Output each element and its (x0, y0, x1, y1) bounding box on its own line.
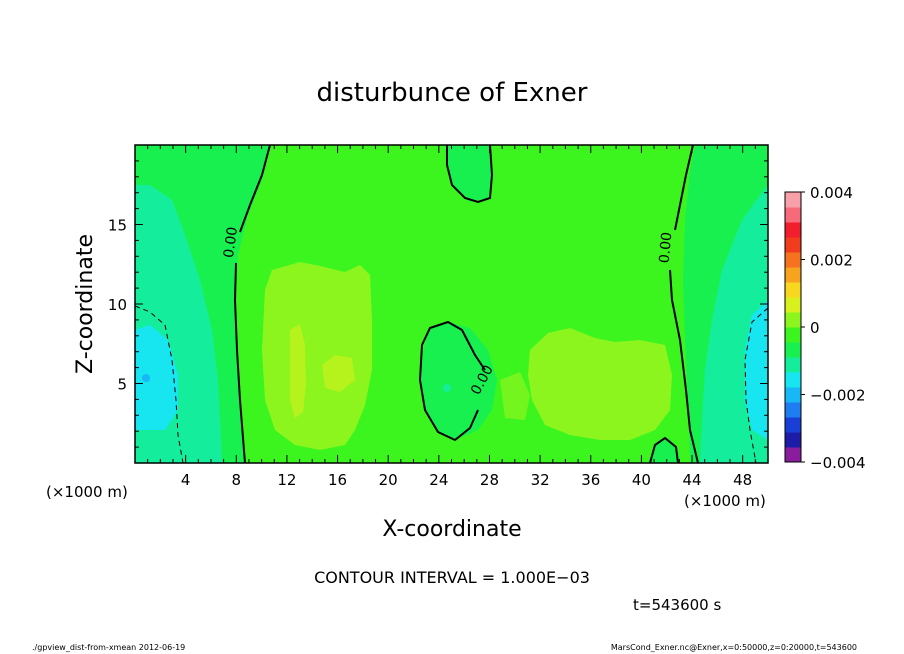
contour-label: 0.00 (221, 226, 241, 259)
x-tick-label: 40 (632, 471, 651, 489)
colorbar-segment (785, 447, 801, 463)
x-tick-label: 16 (328, 471, 347, 489)
field-high-left (262, 262, 372, 450)
contour-bottom-blob (649, 436, 679, 463)
x-axis-label: X-coordinate (382, 517, 521, 542)
y-axis-label: Z-coordinate (73, 234, 98, 374)
x-tick-label: 12 (277, 471, 296, 489)
colorbar-segment (785, 387, 801, 403)
colorbar-segment (785, 252, 801, 268)
y-tick-label: 5 (117, 376, 127, 394)
y-axis: 5 10 15 (108, 160, 768, 448)
x-tick-label: 48 (733, 471, 752, 489)
field-high-right (528, 328, 672, 440)
colorbar-segment (785, 402, 801, 418)
colorbar-tick-label: −0.004 (810, 454, 866, 472)
x-tick-label: 36 (581, 471, 600, 489)
field-center-min (443, 384, 451, 392)
colorbar-segment (785, 282, 801, 298)
x-unit-left: (×1000 m) (46, 483, 128, 501)
contour-lines (233, 145, 699, 463)
footer-right: MarsCond_Exner.nc@Exner,x=0:50000,z=0:20… (611, 643, 857, 652)
heatmap-field (135, 145, 768, 463)
x-tick-label: 8 (232, 471, 242, 489)
contour-right-zero (669, 145, 699, 463)
contour-left-zero (233, 145, 271, 463)
x-tick-label: 24 (429, 471, 448, 489)
field-high-mid (500, 372, 530, 420)
field-left-min (142, 374, 150, 382)
colorbar-tick-label: 0.004 (810, 184, 853, 202)
colorbar-segment (785, 207, 801, 223)
contour-center-blob (418, 320, 486, 442)
colorbar-tick-label: −0.002 (810, 387, 866, 405)
x-tick-label: 28 (480, 471, 499, 489)
x-unit-right: (×1000 m) (684, 492, 766, 510)
colorbar-ticks: 0.004 0.002 0 −0.002 −0.004 (801, 184, 866, 472)
x-axis: 4 8 12 16 20 24 28 32 36 40 44 48 (147, 145, 756, 489)
colorbar-tick-label: 0 (810, 319, 820, 337)
contour-top-blob (446, 145, 494, 204)
x-tick-label: 32 (531, 471, 550, 489)
contour-label: 0.00 (657, 231, 676, 263)
contour-interval-text: CONTOUR INTERVAL = 1.000E−03 (314, 568, 590, 587)
colorbar-segment (785, 327, 801, 343)
colorbar-tick-label: 0.002 (810, 252, 853, 270)
colorbar-segment (785, 432, 801, 448)
colorbar-segment (785, 372, 801, 388)
colorbar-segment (785, 237, 801, 253)
field-top-blob (445, 145, 492, 202)
contour-left-neg (135, 305, 184, 463)
colorbar-segment (785, 312, 801, 328)
colorbar (784, 191, 802, 463)
time-text: t=543600 s (633, 596, 721, 614)
chart-title: disturbunce of Exner (317, 78, 588, 108)
field-high-left-core2 (322, 355, 355, 392)
colorbar-segment (785, 417, 801, 433)
colorbar-segment (785, 222, 801, 238)
contour-right-neg (744, 307, 768, 463)
colorbar-segment (785, 192, 801, 208)
colorbar-segment (785, 297, 801, 313)
x-tick-label: 44 (682, 471, 701, 489)
x-tick-label: 20 (379, 471, 398, 489)
footer-left: ./gpview_dist-from-xmean 2012-06-19 (32, 643, 185, 652)
field-high-left-core (290, 324, 306, 418)
colorbar-segment (785, 357, 801, 373)
colorbar-segment (785, 342, 801, 358)
y-tick-label: 10 (108, 296, 127, 314)
y-tick-label: 15 (108, 217, 127, 235)
field-right-cyan (745, 300, 768, 440)
colorbar-segment (785, 267, 801, 283)
contour-dashed (135, 305, 768, 463)
x-tick-label: 4 (181, 471, 191, 489)
field-left-cyan (135, 325, 178, 430)
